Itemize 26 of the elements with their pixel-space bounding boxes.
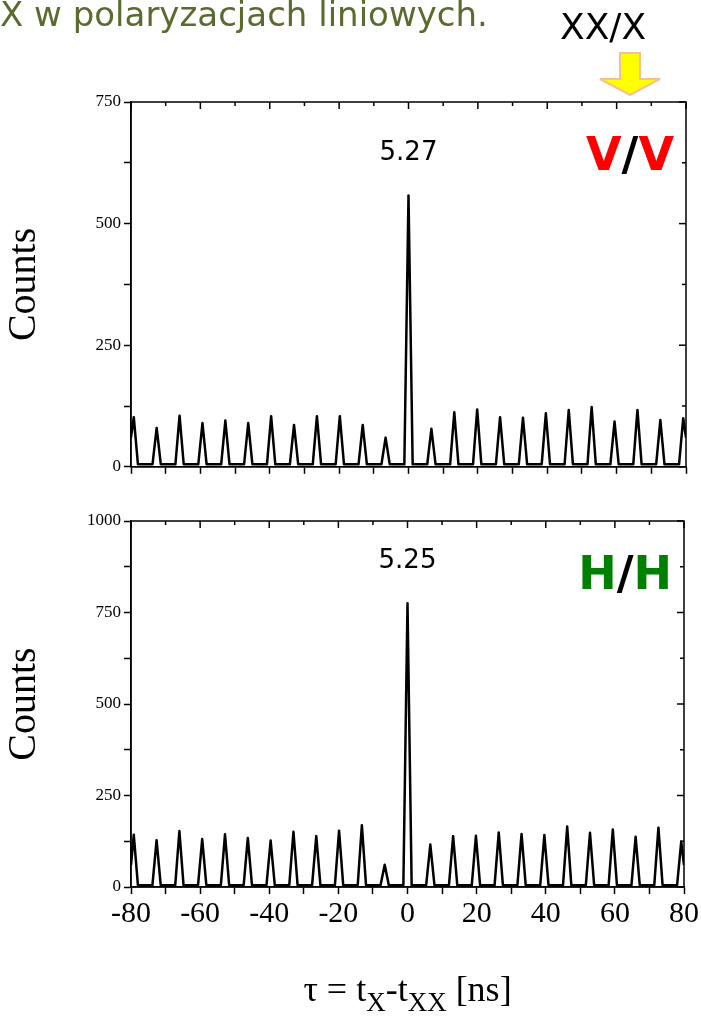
annotation: V/V [586, 127, 675, 181]
y-tick-label: 0 [112, 876, 121, 896]
x-tick-label: 60 [599, 894, 630, 928]
y-tick-label: 500 [95, 693, 121, 713]
y-tick-label: 750 [95, 91, 121, 111]
x-tick-label: -40 [249, 894, 290, 928]
x-tick-label: 20 [461, 894, 492, 928]
x-tick-label: 40 [530, 894, 561, 928]
y-tick-label: 250 [95, 784, 121, 804]
x-tick-label: 80 [669, 894, 699, 928]
x-tick-label: -20 [318, 894, 359, 928]
y-tick-label: 500 [95, 213, 121, 233]
y-tick-label: 750 [95, 601, 121, 621]
x-tick-label: 0 [400, 894, 415, 928]
annotation: 5.25 [378, 544, 437, 575]
x-tick-label: -80 [111, 894, 151, 928]
y-tick-label: 250 [95, 334, 121, 354]
text: XX/X [560, 6, 647, 47]
annotation: 5.27 [379, 136, 438, 167]
chart-title: X w polaryzacjach liniowych. [0, 0, 488, 34]
x-tick-label: -60 [180, 894, 221, 928]
y-axis-title: Counts [0, 227, 44, 342]
y-tick-label: 1000 [87, 510, 121, 530]
y-axis-title: Counts [0, 647, 44, 761]
y-tick-label: 0 [112, 456, 121, 476]
annotation: H/H [578, 546, 672, 600]
